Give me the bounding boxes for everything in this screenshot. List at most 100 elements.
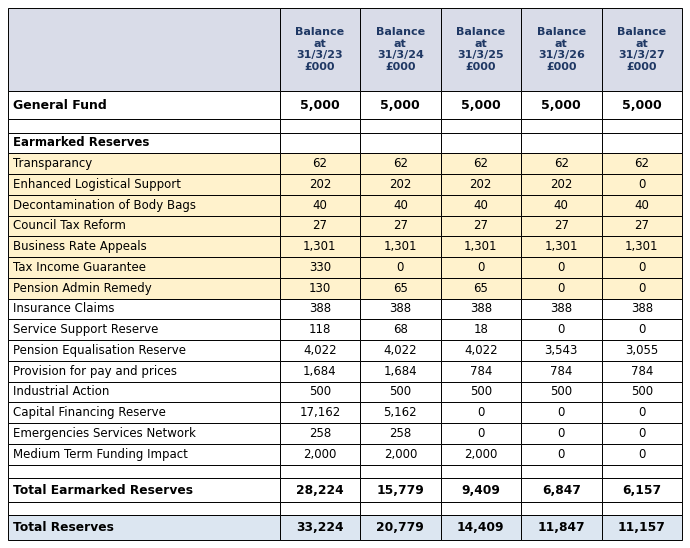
Text: 62: 62	[393, 157, 408, 170]
Bar	[8, 195, 279, 215]
Text: 2,000: 2,000	[384, 448, 417, 461]
Text: 62: 62	[554, 157, 569, 170]
Text: 5,162: 5,162	[384, 406, 417, 419]
Bar	[279, 444, 360, 465]
Bar	[441, 91, 521, 119]
Text: Transparancy: Transparancy	[13, 157, 92, 170]
Bar	[441, 119, 521, 133]
Bar	[602, 319, 682, 340]
Bar	[8, 319, 279, 340]
Text: 0: 0	[638, 448, 645, 461]
Text: 5,000: 5,000	[622, 99, 662, 112]
Bar	[521, 195, 602, 215]
Bar	[8, 423, 279, 444]
Text: 5,000: 5,000	[380, 99, 420, 112]
Bar	[602, 381, 682, 402]
Bar	[441, 8, 521, 91]
Text: 0: 0	[638, 427, 645, 440]
Bar	[602, 340, 682, 361]
Bar	[521, 444, 602, 465]
Text: 1,301: 1,301	[544, 240, 578, 253]
Bar	[279, 8, 360, 91]
Bar	[360, 174, 441, 195]
Text: 6,157: 6,157	[622, 483, 661, 496]
Text: 1,301: 1,301	[464, 240, 497, 253]
Bar	[521, 133, 602, 153]
Text: 0: 0	[558, 448, 565, 461]
Text: 0: 0	[558, 261, 565, 274]
Bar	[8, 8, 279, 91]
Bar	[360, 423, 441, 444]
Text: 28,224: 28,224	[296, 483, 344, 496]
Text: Council Tax Reform: Council Tax Reform	[13, 219, 126, 232]
Bar	[279, 516, 360, 540]
Text: 1,301: 1,301	[384, 240, 417, 253]
Bar	[441, 236, 521, 257]
Bar	[279, 503, 360, 516]
Bar	[279, 236, 360, 257]
Text: 388: 388	[631, 302, 653, 316]
Text: Emergencies Services Network: Emergencies Services Network	[13, 427, 196, 440]
Bar	[441, 402, 521, 423]
Bar	[602, 278, 682, 299]
Text: 62: 62	[313, 157, 327, 170]
Bar	[602, 444, 682, 465]
Bar	[279, 423, 360, 444]
Bar	[360, 133, 441, 153]
Bar	[8, 444, 279, 465]
Bar	[279, 91, 360, 119]
Bar	[441, 278, 521, 299]
Text: 202: 202	[550, 178, 573, 191]
Bar	[279, 174, 360, 195]
Bar	[602, 465, 682, 478]
Bar	[521, 478, 602, 503]
Bar	[279, 257, 360, 278]
Text: 500: 500	[389, 385, 411, 398]
Bar	[360, 195, 441, 215]
Bar	[521, 465, 602, 478]
Bar	[441, 174, 521, 195]
Text: Insurance Claims: Insurance Claims	[13, 302, 115, 316]
Text: 0: 0	[397, 261, 404, 274]
Text: 65: 65	[473, 282, 489, 295]
Bar	[441, 319, 521, 340]
Bar	[602, 423, 682, 444]
Bar	[279, 478, 360, 503]
Text: 1,684: 1,684	[384, 364, 417, 378]
Bar	[8, 278, 279, 299]
Bar	[360, 8, 441, 91]
Bar	[279, 215, 360, 236]
Bar	[602, 215, 682, 236]
Text: 784: 784	[470, 364, 492, 378]
Bar	[8, 340, 279, 361]
Text: 5,000: 5,000	[461, 99, 501, 112]
Text: Earmarked Reserves: Earmarked Reserves	[13, 136, 149, 150]
Bar	[360, 444, 441, 465]
Text: Total Earmarked Reserves: Total Earmarked Reserves	[13, 483, 193, 496]
Text: Capital Financing Reserve: Capital Financing Reserve	[13, 406, 166, 419]
Bar	[279, 361, 360, 381]
Bar	[8, 503, 279, 516]
Bar	[441, 361, 521, 381]
Text: 388: 388	[389, 302, 411, 316]
Text: 202: 202	[389, 178, 411, 191]
Text: 27: 27	[393, 219, 408, 232]
Bar	[279, 319, 360, 340]
Text: Pension Admin Remedy: Pension Admin Remedy	[13, 282, 152, 295]
Text: 0: 0	[638, 261, 645, 274]
Text: 130: 130	[308, 282, 331, 295]
Text: 1,684: 1,684	[303, 364, 337, 378]
Text: 258: 258	[308, 427, 331, 440]
Text: 2,000: 2,000	[303, 448, 337, 461]
Bar	[360, 119, 441, 133]
Text: Total Reserves: Total Reserves	[13, 521, 114, 534]
Bar	[602, 119, 682, 133]
Text: 0: 0	[638, 282, 645, 295]
Bar	[521, 361, 602, 381]
Text: Balance
at
31/3/26
£000: Balance at 31/3/26 £000	[537, 27, 586, 72]
Text: 4,022: 4,022	[464, 344, 497, 357]
Bar	[521, 236, 602, 257]
Text: 9,409: 9,409	[462, 483, 500, 496]
Text: 17,162: 17,162	[299, 406, 340, 419]
Bar	[8, 516, 279, 540]
